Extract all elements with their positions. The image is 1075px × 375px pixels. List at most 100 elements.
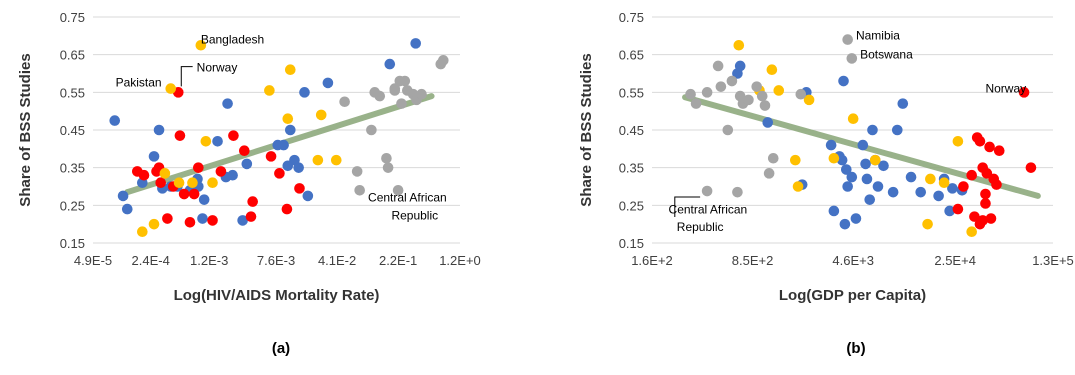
y-tick-label: 0.45 (60, 123, 85, 138)
data-point-gold (200, 136, 212, 147)
data-point-blue (299, 87, 310, 98)
data-point-gold (803, 94, 815, 106)
data-point-red (974, 136, 986, 147)
data-point-blue (947, 183, 958, 194)
data-point-red (991, 179, 1002, 190)
data-point-blue (384, 58, 396, 70)
x-tick-label: 1.6E+2 (631, 253, 673, 268)
data-point-red (247, 196, 258, 207)
data-point-gray (374, 90, 386, 102)
data-point-red (294, 183, 305, 194)
data-point-red (155, 177, 167, 189)
x-tick-label: 8.5E+2 (732, 253, 774, 268)
data-point-gray (701, 185, 713, 197)
annotation-pointer (674, 196, 701, 217)
x-tick-label: 4.9E-5 (74, 253, 112, 268)
data-point-gray (351, 166, 363, 177)
data-point-gold (187, 177, 198, 189)
annotation-label: Norway (985, 81, 1026, 95)
x-axis-title: Log(GDP per Capita) (779, 287, 926, 304)
data-point-gold (312, 154, 324, 166)
x-tick-label: 2.2E-1 (379, 253, 417, 268)
data-point-gray (416, 88, 427, 100)
data-point-red (274, 168, 285, 179)
data-point-red (239, 145, 250, 157)
data-point-red (188, 188, 200, 200)
panel-label: (a) (272, 340, 290, 357)
data-point-gold (790, 154, 801, 166)
annotation-label: Central African (669, 203, 748, 217)
data-point-blue (840, 164, 852, 175)
y-tick-label: 0.55 (619, 85, 644, 100)
data-point-gold (282, 113, 294, 124)
data-point-gray (756, 90, 768, 102)
x-tick-label: 1.3E+5 (1032, 253, 1074, 268)
annotation-label: Central African (368, 191, 447, 205)
data-point-blue (838, 75, 849, 87)
data-point-blue (846, 171, 858, 183)
data-point-blue (878, 160, 889, 172)
data-point-blue (241, 158, 253, 170)
y-axis-title: Share of BSS Studies (578, 53, 595, 206)
data-point-gray (743, 94, 754, 106)
data-point-gray (354, 184, 365, 196)
data-point-gold (869, 154, 881, 166)
data-point-red (952, 203, 964, 215)
data-point-blue (198, 194, 210, 205)
data-point-red (984, 141, 995, 153)
data-point-red (977, 215, 989, 226)
data-point-gray (726, 75, 738, 87)
x-tick-label: 1.2E-3 (190, 253, 228, 268)
data-point-gold (922, 218, 933, 230)
data-point-blue (887, 186, 899, 198)
data-point-blue (227, 169, 238, 181)
x-tick-label: 1.2E+0 (439, 253, 481, 268)
data-point-gray (392, 184, 404, 196)
data-point-blue (302, 190, 314, 202)
y-tick-label: 0.65 (60, 48, 85, 63)
data-point-gray (763, 168, 775, 179)
data-point-gray (396, 98, 407, 109)
data-point-blue (278, 139, 289, 151)
data-point-blue (237, 215, 248, 226)
data-point-gray (685, 88, 696, 100)
data-point-blue (867, 124, 878, 136)
data-point-red (193, 162, 204, 173)
annotation-label: Republic (391, 208, 438, 222)
y-tick-label: 0.15 (619, 236, 644, 251)
data-point-gold (925, 173, 936, 185)
data-point-blue (222, 98, 233, 109)
y-tick-label: 0.65 (619, 48, 644, 63)
x-tick-label: 2.4E-4 (132, 253, 170, 268)
x-tick-label: 2.5E+4 (934, 253, 976, 268)
data-point-gold (284, 64, 296, 76)
data-point-gray (732, 186, 743, 198)
data-point-red (993, 145, 1005, 157)
data-point-gold (733, 39, 745, 51)
data-point-blue (212, 136, 223, 147)
data-point-red (265, 151, 277, 162)
data-point-red (174, 130, 186, 141)
y-tick-label: 0.45 (619, 123, 644, 138)
data-point-gold (159, 168, 171, 179)
data-point-blue (933, 190, 944, 202)
data-point-blue (897, 98, 909, 109)
y-tick-label: 0.25 (60, 198, 85, 213)
y-tick-label: 0.25 (619, 198, 644, 213)
annotation-label: Pakistan (116, 76, 162, 90)
data-point-red (958, 181, 969, 192)
annotation-pointer (180, 66, 193, 87)
data-point-blue (839, 218, 851, 230)
data-point-red (966, 169, 977, 181)
data-point-gold (173, 177, 185, 189)
data-point-gold (766, 64, 778, 76)
data-point-blue (872, 181, 884, 192)
data-point-blue (293, 162, 304, 173)
data-point-red (1018, 87, 1030, 98)
data-point-red (162, 213, 173, 224)
data-point-gold (148, 218, 160, 230)
data-point-gray (339, 96, 350, 108)
data-point-gray (701, 87, 713, 98)
data-point-blue (905, 171, 917, 183)
